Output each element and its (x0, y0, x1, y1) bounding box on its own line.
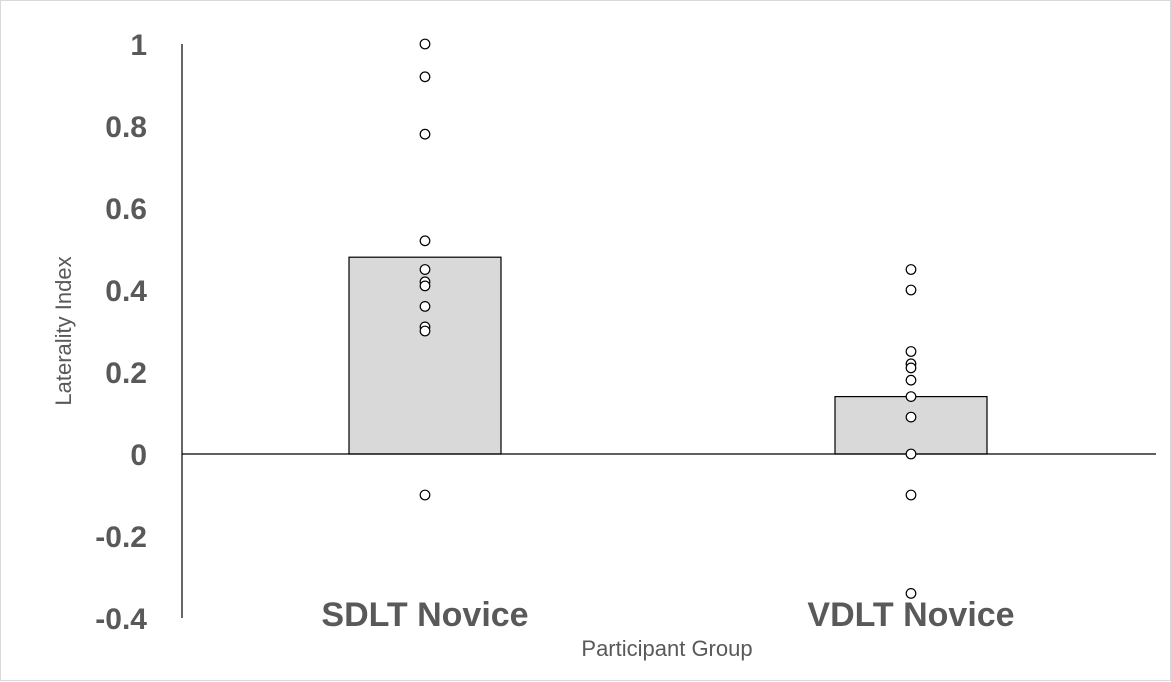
y-tick-label: -0.4 (95, 603, 147, 636)
data-point (905, 411, 917, 423)
y-tick-label: -0.2 (95, 521, 147, 554)
data-point (905, 448, 917, 460)
data-point (419, 128, 431, 140)
data-point (905, 374, 917, 386)
data-point (905, 284, 917, 296)
data-point (905, 346, 917, 357)
data-point (419, 489, 431, 501)
data-points (419, 38, 917, 599)
data-point (905, 588, 917, 599)
x-axis-title: Participant Group (581, 636, 752, 661)
data-point (905, 391, 917, 403)
y-tick-label: 1 (130, 29, 147, 62)
y-tick-label: 0.8 (105, 111, 147, 144)
data-point (419, 301, 431, 312)
y-tick-label: 0 (130, 439, 147, 472)
category-labels: SDLT Novice VDLT Novice (321, 596, 1014, 634)
data-point (419, 280, 431, 292)
bar (834, 396, 988, 455)
data-point (905, 264, 917, 275)
data-point (419, 235, 431, 247)
y-tick-label: 0.4 (105, 275, 147, 308)
bars (348, 256, 988, 455)
data-point (905, 362, 917, 374)
y-tick-label: 0.6 (105, 193, 147, 226)
y-axis-title: Laterality Index (51, 256, 76, 405)
data-point (419, 325, 431, 337)
data-point (419, 264, 431, 275)
category-label: SDLT Novice (321, 596, 528, 634)
data-point (905, 489, 917, 501)
data-point (419, 38, 431, 50)
y-tick-labels: 1 0.8 0.6 0.4 0.2 0 -0.2 -0.4 (95, 29, 147, 636)
category-label: VDLT Novice (807, 596, 1014, 634)
y-tick-label: 0.2 (105, 357, 147, 390)
data-point (419, 71, 431, 83)
